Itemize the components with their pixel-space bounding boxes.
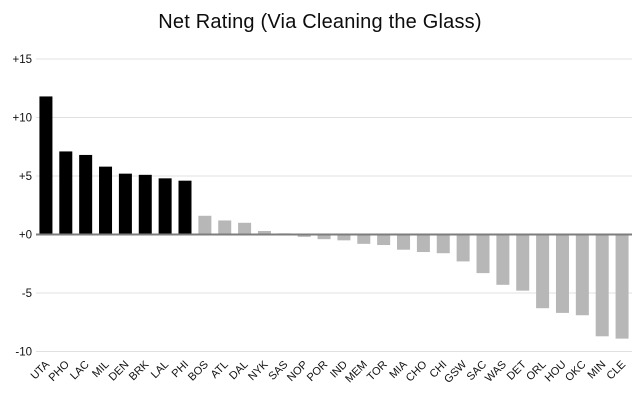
bar-CHI xyxy=(436,234,450,254)
x-label-BOS: BOS xyxy=(186,359,211,384)
x-label-SAS: SAS xyxy=(266,359,290,383)
y-tick-label--10: -10 xyxy=(15,347,32,359)
bar-MIN xyxy=(595,234,609,337)
bar-GSW xyxy=(456,234,470,262)
x-label-BRK: BRK xyxy=(127,358,152,383)
x-label-MEM: MEM xyxy=(343,359,370,386)
x-label-CLE: CLE xyxy=(605,359,629,383)
x-label-ATL: ATL xyxy=(209,359,231,381)
x-label-NYK: NYK xyxy=(246,358,271,383)
bar-IND xyxy=(337,234,351,241)
bar-SAC xyxy=(476,234,490,274)
bar-MEM xyxy=(357,234,371,244)
bar-TOR xyxy=(377,234,391,246)
bar-WAS xyxy=(496,234,510,285)
x-label-TOR: TOR xyxy=(365,359,390,384)
bar-BOS xyxy=(198,215,212,235)
bar-DET xyxy=(516,234,530,291)
x-label-LAC: LAC xyxy=(68,359,92,383)
y-tick-label-+5: +5 xyxy=(19,171,32,183)
bar-DAL xyxy=(238,222,252,235)
x-label-DET: DET xyxy=(505,358,529,382)
bar-MIA xyxy=(397,234,411,250)
y-tick-label--5: -5 xyxy=(22,288,32,300)
bar-PHO xyxy=(59,151,73,235)
bar-LAL xyxy=(158,178,172,235)
x-label-MIN: MIN xyxy=(586,359,609,382)
bar-ORL xyxy=(536,234,550,309)
bar-MIL xyxy=(99,166,113,235)
x-label-HOU: HOU xyxy=(543,359,569,385)
bar-LAC xyxy=(79,154,93,235)
x-label-WAS: WAS xyxy=(483,359,509,385)
y-tick-label-+10: +10 xyxy=(12,113,32,125)
x-label-DEN: DEN xyxy=(107,359,132,384)
x-label-OKC: OKC xyxy=(563,359,588,384)
bar-POR xyxy=(317,234,331,240)
bar-CLE xyxy=(615,234,629,339)
bar-BRK xyxy=(138,174,152,235)
x-label-CHO: CHO xyxy=(404,358,430,384)
bar-NYK xyxy=(257,230,271,235)
bar-DEN xyxy=(118,173,132,235)
bar-HOU xyxy=(555,234,569,313)
chart-title: Net Rating (Via Cleaning the Glass) xyxy=(158,11,482,33)
bar-CHO xyxy=(416,234,430,253)
x-label-GSW: GSW xyxy=(442,358,470,386)
x-label-PHO: PHO xyxy=(47,358,73,384)
x-label-DAL: DAL xyxy=(227,359,251,383)
x-label-POR: POR xyxy=(305,359,330,384)
bar-OKC xyxy=(575,234,589,316)
bar-PHI xyxy=(178,180,192,235)
y-tick-label-+15: +15 xyxy=(12,54,32,66)
bar-ATL xyxy=(218,220,232,235)
x-label-LAL: LAL xyxy=(149,359,171,381)
bar-UTA xyxy=(39,96,53,235)
x-label-NOP: NOP xyxy=(285,359,310,384)
bar-NOP xyxy=(297,234,311,237)
y-tick-label-+0: +0 xyxy=(19,230,32,242)
